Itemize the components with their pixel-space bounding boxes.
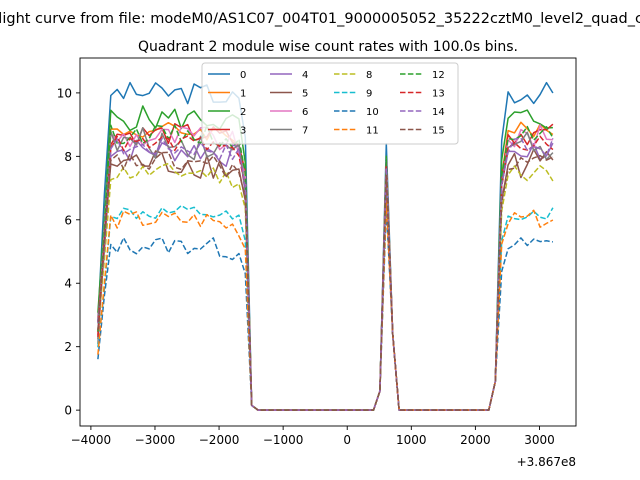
legend-label: 11 xyxy=(366,126,379,137)
legend-label: 4 xyxy=(302,70,308,81)
legend-entry-1: 1 xyxy=(208,89,246,100)
legend-label: 7 xyxy=(302,126,308,137)
x-tick-label: 2000 xyxy=(460,433,491,447)
series-line-7 xyxy=(97,127,554,411)
legend-entry-5: 5 xyxy=(270,89,308,100)
series-line-4 xyxy=(97,139,554,411)
legend-entry-14: 14 xyxy=(400,107,445,118)
axes-border xyxy=(79,57,577,427)
legend-entry-6: 6 xyxy=(270,107,308,118)
series-line-13 xyxy=(97,135,554,411)
legend-box xyxy=(201,62,459,145)
legend-entry-3: 3 xyxy=(208,126,246,137)
legend-label: 13 xyxy=(432,89,445,100)
legend-entry-12: 12 xyxy=(400,70,445,81)
x-tick-label: 3000 xyxy=(524,433,555,447)
series-line-8 xyxy=(97,162,554,411)
legend-label: 12 xyxy=(432,70,445,81)
legend-label: 1 xyxy=(240,89,246,100)
legend-entry-13: 13 xyxy=(400,89,445,100)
series-line-14 xyxy=(97,137,554,411)
legend-entry-15: 15 xyxy=(400,126,445,137)
x-tick-label: −3000 xyxy=(135,433,176,447)
legend-entry-9: 9 xyxy=(334,89,372,100)
y-tick-label: 0 xyxy=(64,404,72,418)
figure-suptitle: Plotting light curve from file: modeM0/A… xyxy=(0,11,640,27)
series-line-2 xyxy=(97,105,553,411)
legend-label: 0 xyxy=(240,70,246,81)
x-tick-label: 1000 xyxy=(396,433,427,447)
chart-title: Quadrant 2 module wise count rates with … xyxy=(138,39,518,55)
y-tick-label: 8 xyxy=(64,150,72,164)
series-line-5 xyxy=(97,148,554,411)
legend-label: 9 xyxy=(366,89,372,100)
legend-entry-11: 11 xyxy=(334,126,379,137)
legend-entry-4: 4 xyxy=(270,70,308,81)
axis-offset-label: +3.867e8 xyxy=(517,455,576,469)
series-line-15 xyxy=(97,151,554,411)
series-line-9 xyxy=(97,193,554,411)
x-tick-label: −2000 xyxy=(199,433,240,447)
legend-label: 8 xyxy=(366,70,372,81)
series-line-12 xyxy=(97,124,554,411)
legend-label: 5 xyxy=(302,89,308,100)
y-tick-label: 4 xyxy=(64,277,72,291)
legend-entry-10: 10 xyxy=(334,107,379,118)
legend-entry-7: 7 xyxy=(270,126,308,137)
legend-label: 15 xyxy=(432,126,445,137)
legend-entry-0: 0 xyxy=(208,70,246,81)
series-line-6 xyxy=(97,124,553,411)
x-tick-label: 0 xyxy=(343,433,351,447)
legend-label: 3 xyxy=(240,126,246,137)
legend-label: 2 xyxy=(240,107,246,118)
y-tick-label: 2 xyxy=(64,340,72,354)
y-tick-label: 6 xyxy=(64,213,72,227)
legend-label: 14 xyxy=(432,107,445,118)
legend-entry-2: 2 xyxy=(208,107,246,118)
legend-entry-8: 8 xyxy=(334,70,372,81)
legend-label: 10 xyxy=(366,107,379,118)
series-layer xyxy=(97,81,554,411)
legend-label: 6 xyxy=(302,107,308,118)
y-tick-label: 10 xyxy=(57,86,72,100)
x-tick-label: −4000 xyxy=(71,433,112,447)
x-tick-label: −1000 xyxy=(263,433,304,447)
series-line-11 xyxy=(97,200,554,411)
series-line-10 xyxy=(97,206,554,411)
